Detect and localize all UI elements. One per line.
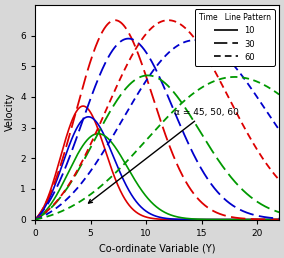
X-axis label: Co-ordinate Variable (Y): Co-ordinate Variable (Y)	[99, 243, 216, 253]
Text: α = 45, 50, 60: α = 45, 50, 60	[89, 108, 239, 203]
Y-axis label: Velocity: Velocity	[5, 93, 15, 131]
Legend: 10, 30, 60: 10, 30, 60	[195, 9, 275, 66]
